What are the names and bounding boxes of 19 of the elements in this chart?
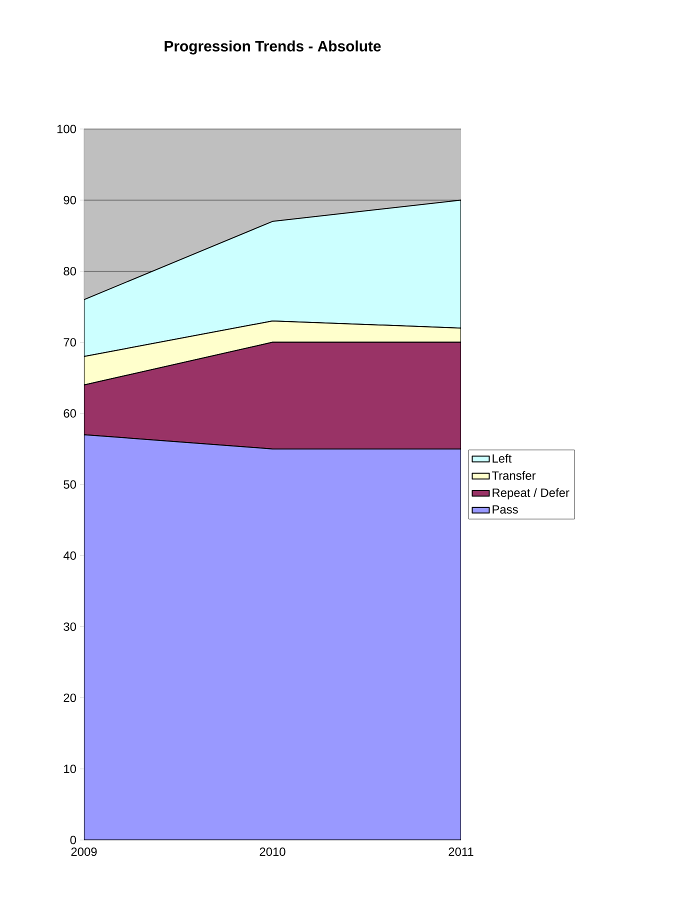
legend-label: Repeat / Defer — [492, 488, 570, 500]
y-tick-label: 60 — [64, 409, 76, 418]
y-tick-label: 90 — [64, 196, 76, 204]
x-tick-label: 2011 — [448, 848, 474, 856]
legend-label: Transfer — [492, 471, 536, 480]
y-tick-label: 20 — [64, 694, 76, 702]
x-tick-label: 2009 — [71, 848, 97, 856]
x-tick-label: 2010 — [260, 848, 286, 856]
y-tick-label: 40 — [63, 551, 76, 560]
legend-label: Left — [492, 454, 512, 463]
y-tick-label: 50 — [64, 480, 76, 489]
y-tick-label: 80 — [64, 266, 76, 276]
y-tick-label: 30 — [64, 622, 76, 631]
chart-title: Progression Trends - Absolute — [164, 40, 381, 54]
legend-label: Pass — [492, 505, 518, 514]
y-tick-label: 100 — [57, 124, 76, 134]
y-tick-label: 10 — [64, 764, 76, 774]
y-tick-label: 70 — [64, 338, 76, 347]
y-tick-label: 0 — [70, 836, 76, 844]
